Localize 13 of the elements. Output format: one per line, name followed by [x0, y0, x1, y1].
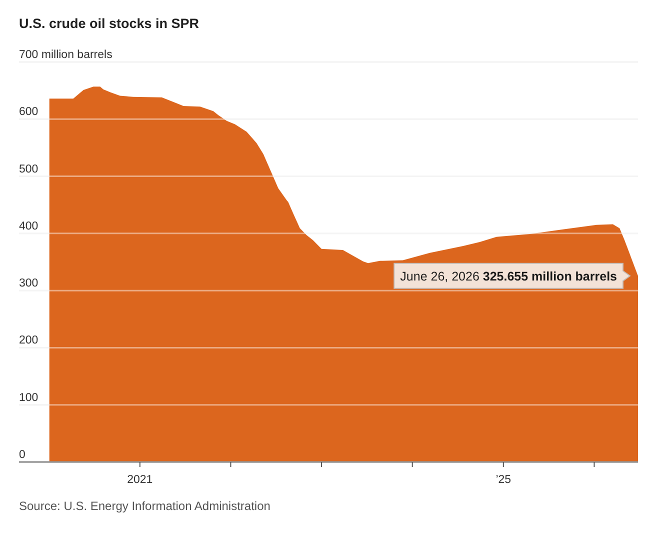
y-tick-label: 500 [19, 163, 38, 176]
y-tick-label: 0 [19, 449, 26, 461]
y-tick-label: 300 [19, 278, 38, 290]
y-tick-label: 400 [19, 220, 38, 232]
y-tick-label: 200 [19, 334, 38, 347]
y-tick-label: 600 [19, 106, 38, 118]
y-tick-label: 700 million barrels [19, 49, 113, 61]
x-tick-label: ’25 [496, 474, 512, 486]
source-note: Source: U.S. Energy Information Administration [19, 499, 270, 513]
x-tick-label: 2021 [127, 474, 153, 486]
y-tick-label: 100 [19, 392, 38, 404]
chart-title: U.S. crude oil stocks in SPR [19, 16, 200, 30]
annotation: June 26, 2026 325.655 million barrels [400, 269, 618, 284]
